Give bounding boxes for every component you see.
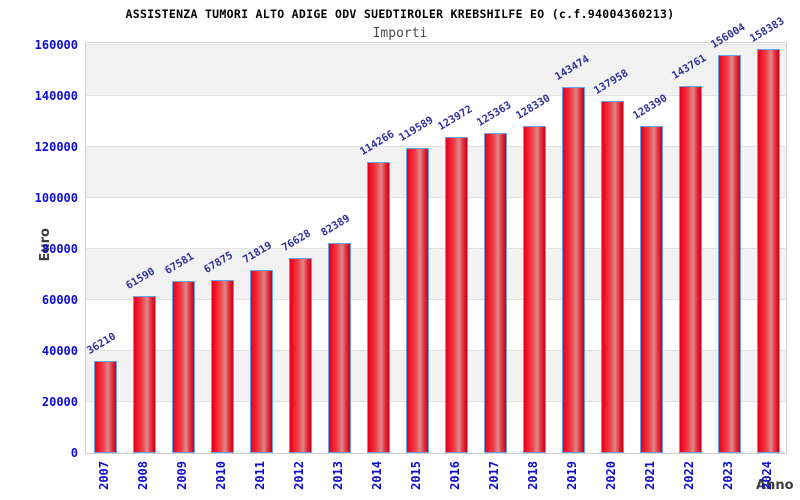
x-tick-label-2008: 2008 bbox=[135, 461, 150, 490]
gridline bbox=[86, 299, 786, 300]
y-tick-label: 120000 bbox=[34, 140, 78, 154]
gridline bbox=[86, 95, 786, 96]
y-tick-label: 140000 bbox=[34, 89, 78, 103]
bar-2021 bbox=[640, 125, 663, 453]
plot-band bbox=[86, 45, 786, 96]
bar-2015 bbox=[406, 148, 429, 453]
y-tick-label: 20000 bbox=[41, 395, 78, 409]
bar-2009 bbox=[172, 280, 195, 453]
x-tick-label-2021: 2021 bbox=[642, 461, 657, 490]
x-tick-label-2023: 2023 bbox=[720, 461, 735, 490]
bar-2008 bbox=[133, 295, 156, 453]
y-tick-label: 160000 bbox=[34, 38, 78, 52]
bar-2010 bbox=[211, 279, 234, 453]
y-tick-label: 80000 bbox=[41, 242, 78, 256]
x-tick-label-2015: 2015 bbox=[408, 461, 423, 490]
y-tick-label: 100000 bbox=[34, 191, 78, 205]
bar-2024 bbox=[757, 49, 780, 453]
x-tick-label-2014: 2014 bbox=[369, 461, 384, 490]
gridline bbox=[86, 401, 786, 402]
x-tick-label-2022: 2022 bbox=[681, 461, 696, 490]
x-tick-label-2007: 2007 bbox=[96, 461, 111, 490]
x-tick-label-2013: 2013 bbox=[330, 461, 345, 490]
bar-2022 bbox=[679, 86, 702, 453]
plot-band bbox=[86, 147, 786, 198]
x-tick-label-2011: 2011 bbox=[252, 461, 267, 490]
plot-band bbox=[86, 249, 786, 300]
chart-title: ASSISTENZA TUMORI ALTO ADIGE ODV SUEDTIR… bbox=[125, 7, 675, 21]
gridline bbox=[86, 44, 786, 45]
plot-band bbox=[86, 402, 786, 453]
plot-band bbox=[86, 351, 786, 402]
plot-band bbox=[86, 300, 786, 351]
bar-2019 bbox=[562, 87, 585, 453]
bar-2020 bbox=[601, 101, 624, 453]
chart-subtitle: Importi bbox=[372, 26, 428, 41]
gridline bbox=[86, 350, 786, 351]
bar-2012 bbox=[289, 257, 312, 453]
x-tick-label-2020: 2020 bbox=[603, 461, 618, 490]
x-tick-label-2009: 2009 bbox=[174, 461, 189, 490]
plot-band bbox=[86, 198, 786, 249]
bar-2014 bbox=[367, 161, 390, 453]
plot-area: 36210 61590 67581 67875 71819 76628 82389 11426… bbox=[84, 15, 787, 454]
bar-2016 bbox=[445, 136, 468, 453]
y-tick-label: 0 bbox=[70, 446, 78, 460]
bar-2017 bbox=[484, 133, 507, 453]
y-tick-label: 40000 bbox=[41, 344, 78, 358]
bar-2013 bbox=[328, 242, 351, 453]
gridline bbox=[86, 248, 786, 249]
x-tick-label-2017: 2017 bbox=[486, 461, 501, 490]
x-axis-title: Anno bbox=[756, 478, 794, 493]
bar-2007 bbox=[94, 360, 117, 453]
plot-band bbox=[86, 96, 786, 147]
gridline bbox=[86, 146, 786, 147]
x-tick-label-2019: 2019 bbox=[564, 461, 579, 490]
bar-2023 bbox=[718, 55, 741, 453]
bar-2018 bbox=[523, 125, 546, 453]
x-tick-label-2024: 2024 bbox=[759, 461, 774, 490]
x-tick-label-2016: 2016 bbox=[447, 461, 462, 490]
x-tick-label-2018: 2018 bbox=[525, 461, 540, 490]
y-tick-label: 60000 bbox=[41, 293, 78, 307]
x-tick-label-2010: 2010 bbox=[213, 461, 228, 490]
gridline bbox=[86, 197, 786, 198]
bar-2011 bbox=[250, 269, 273, 453]
x-tick-label-2012: 2012 bbox=[291, 461, 306, 490]
